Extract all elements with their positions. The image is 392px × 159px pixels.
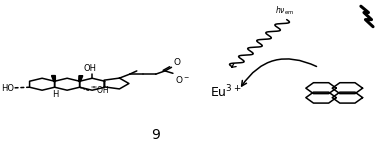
- Text: 9: 9: [151, 128, 160, 142]
- Text: OH: OH: [84, 64, 97, 73]
- Text: H: H: [53, 90, 59, 99]
- Text: $h\nu_{\rm em}$: $h\nu_{\rm em}$: [275, 5, 294, 17]
- Text: ""OH: ""OH: [90, 86, 109, 95]
- Text: HO: HO: [2, 84, 15, 93]
- Text: O$^-$: O$^-$: [175, 74, 190, 85]
- Text: Eu$^{3+}$: Eu$^{3+}$: [210, 84, 241, 100]
- Text: O: O: [173, 58, 180, 67]
